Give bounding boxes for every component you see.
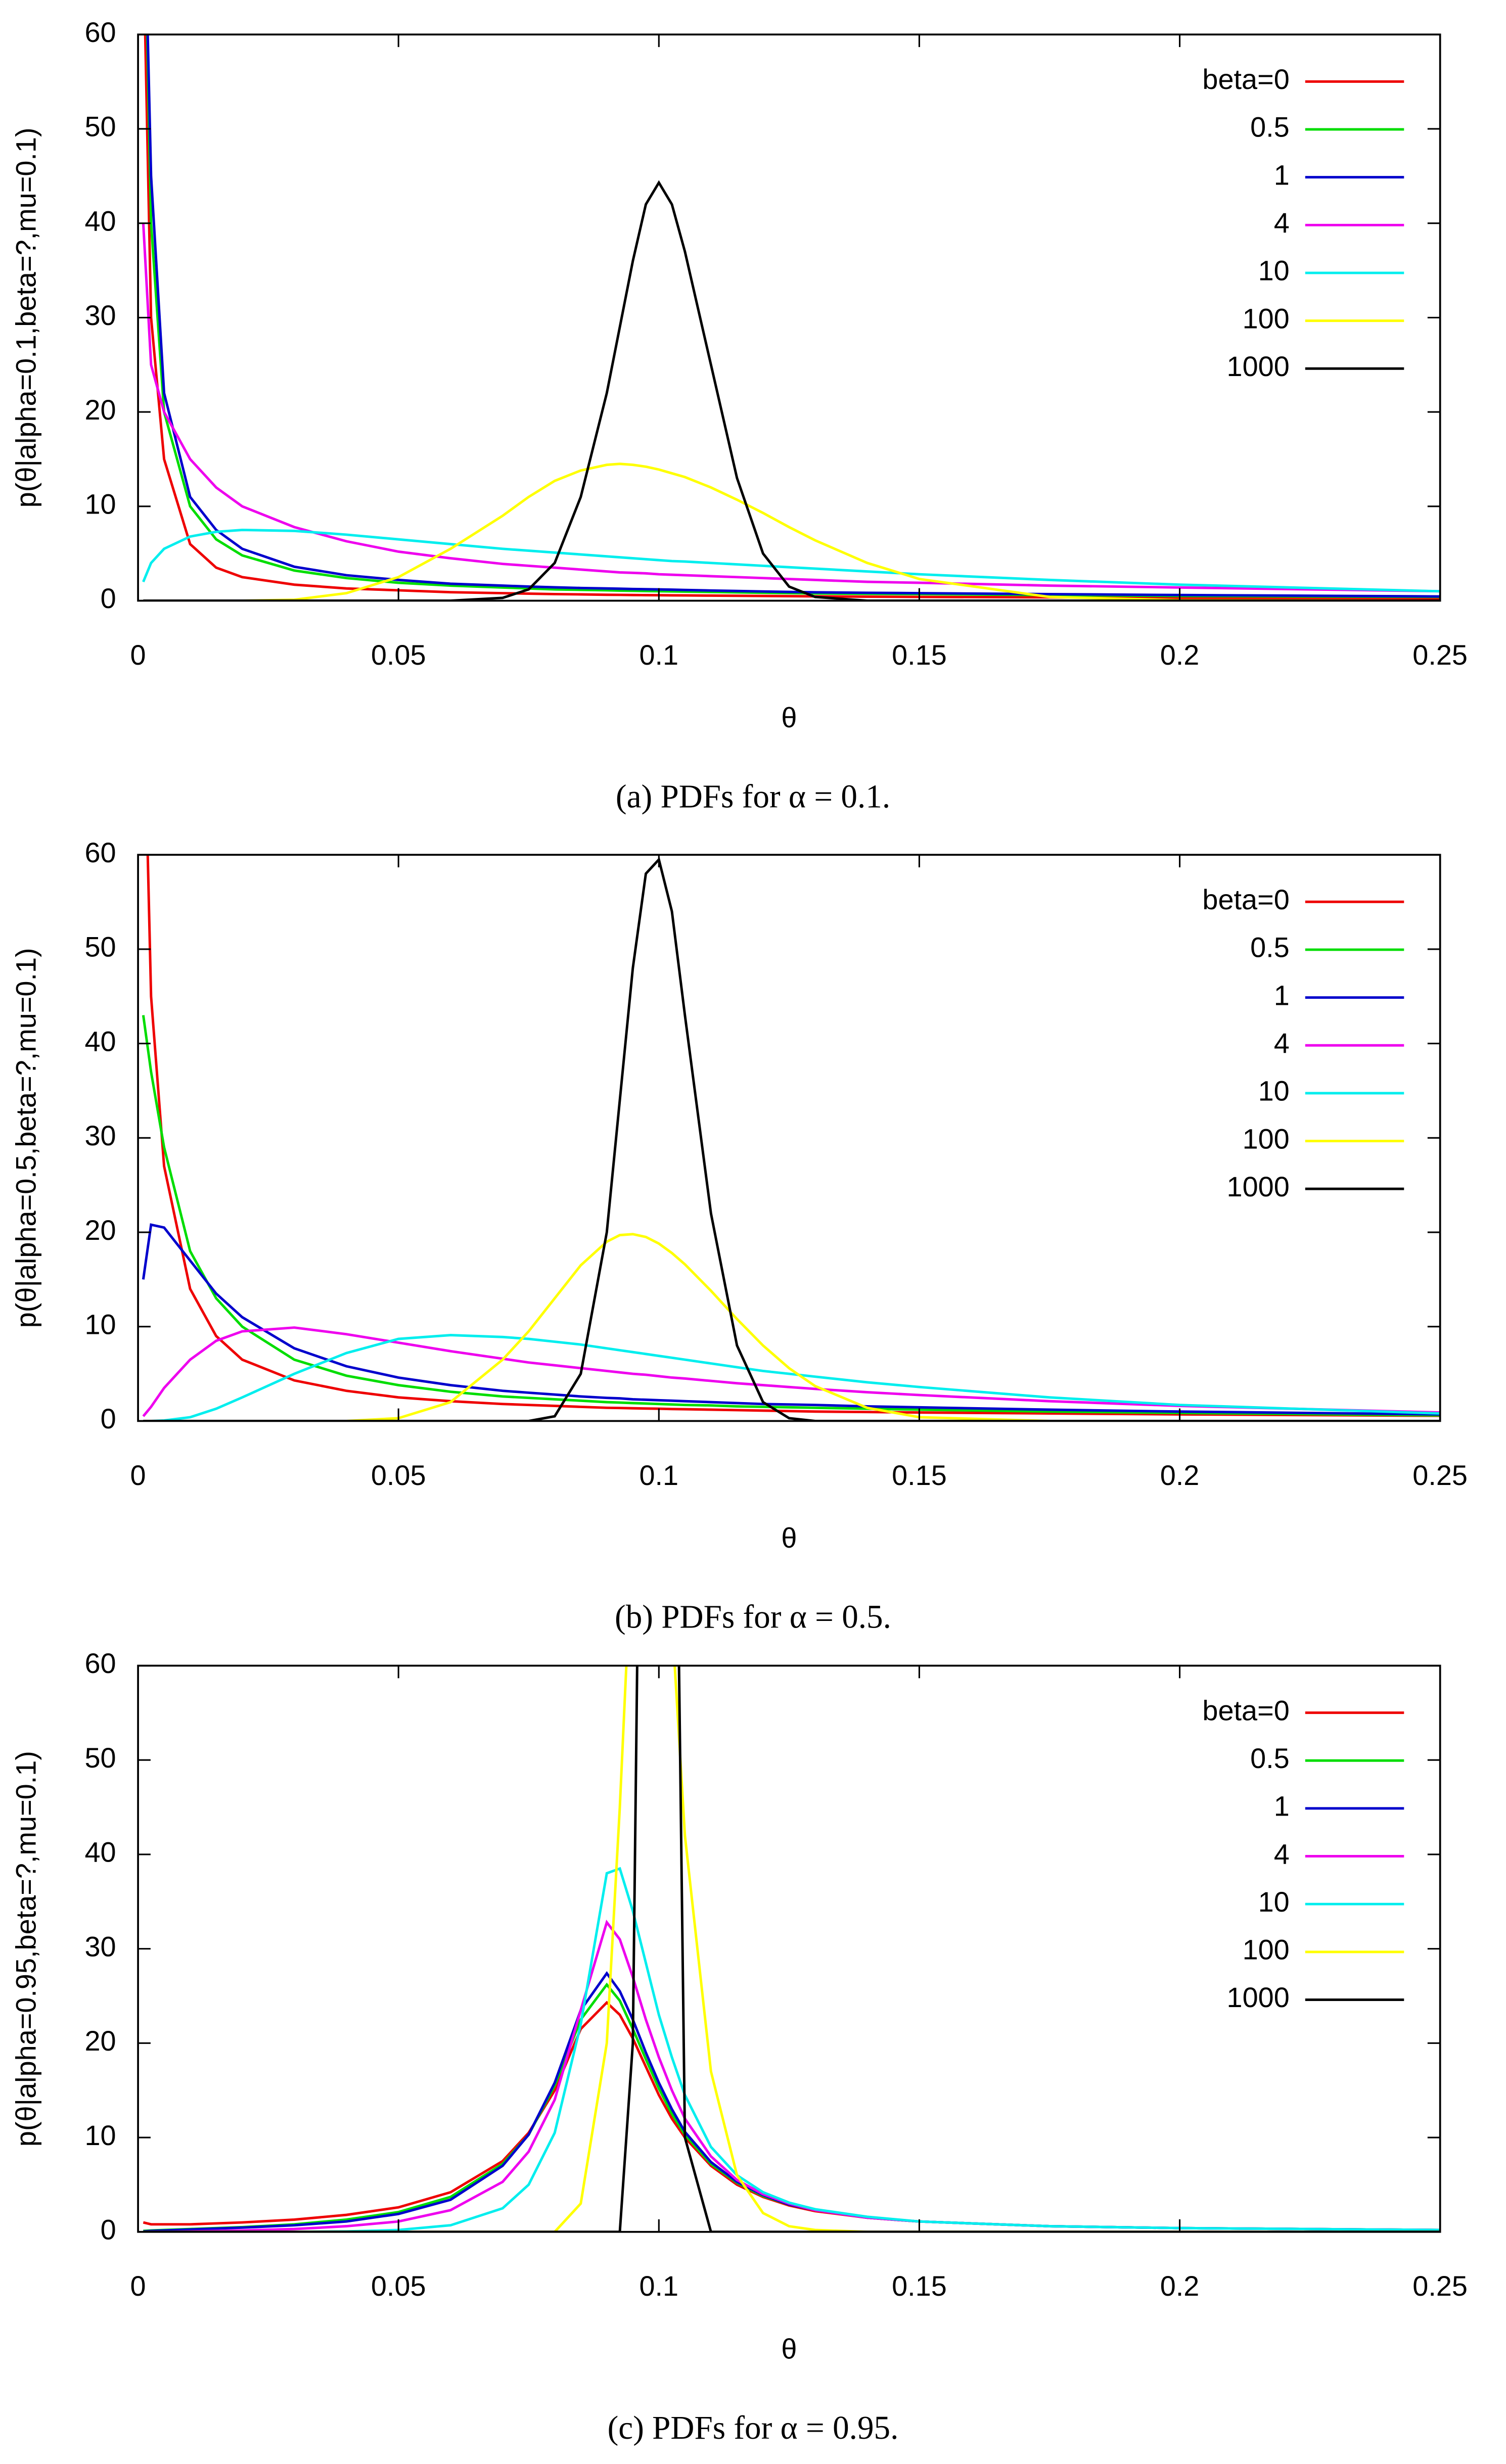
y-tick-label: 20 (85, 2025, 116, 2057)
series-line (142, 1223, 1440, 1416)
series-line (142, 528, 1440, 593)
legend-label: 10 (1258, 255, 1290, 287)
y-tick-label: 0 (101, 2213, 116, 2245)
x-tick-label: 0.05 (371, 639, 426, 671)
x-tick-label: 0.1 (639, 2270, 678, 2302)
x-tick-label: 0.2 (1160, 1459, 1200, 1491)
y-tick-label: 40 (85, 1836, 116, 1868)
series-line (143, 857, 1440, 1421)
legend-label: beta=0 (1202, 884, 1289, 915)
y-tick-label: 0 (101, 582, 116, 614)
legend-label: 4 (1274, 1838, 1290, 1870)
x-tick-label: 0 (130, 1459, 146, 1491)
chart: 0 0.05 0.1 0.15 0.2 0.25 0 10 20 30 40 50 60 θ p(θ|alp… (10, 836, 1468, 1636)
y-tick-label: 20 (85, 394, 116, 426)
x-tick-label: 0.05 (371, 2270, 426, 2302)
legend-label: 100 (1243, 302, 1290, 334)
y-tick-label: 50 (85, 111, 116, 143)
x-axis-title: θ (781, 702, 797, 733)
x-tick-label: 0 (130, 639, 146, 671)
x-tick-label: 0.1 (639, 639, 678, 671)
caption: (a) PDFs for α = 0.1. (616, 779, 890, 815)
x-axis-title: θ (781, 1522, 797, 1554)
chart: 0 0.05 0.1 0.15 0.2 0.25 0 10 20 30 40 50 60 θ p(θ|alp… (10, 1647, 1468, 2446)
x-axis-title: θ (781, 2333, 797, 2364)
legend-label: 0.5 (1250, 111, 1290, 143)
x-tick-label: 0.25 (1412, 2270, 1468, 2302)
series-line (143, 1919, 1440, 2232)
x-tick-label: 0 (130, 2270, 146, 2302)
legend-label: 0.5 (1250, 1742, 1290, 1774)
x-tick-label: 0.2 (1160, 639, 1200, 671)
legend-label: 1 (1274, 159, 1290, 191)
legend-label: 100 (1243, 1123, 1290, 1154)
legend-label: 10 (1258, 1075, 1290, 1107)
legend-label: 1000 (1227, 350, 1290, 382)
y-tick-label: 60 (85, 836, 116, 868)
series-line (143, 462, 1440, 601)
legend-label: beta=0 (1202, 1694, 1289, 1726)
legend-label: 4 (1274, 207, 1290, 239)
chart: 0 0.05 0.1 0.15 0.2 0.25 0 10 20 30 40 50 60 θ p(θ|alp… (10, 16, 1468, 815)
legend-label: beta=0 (1202, 63, 1289, 95)
y-tick-label: 20 (85, 1214, 116, 1246)
lines (142, 855, 1440, 1421)
caption: (c) PDFs for α = 0.95. (608, 2410, 899, 2446)
legend-label: 10 (1258, 1886, 1290, 1918)
x-tick-label: 0.05 (371, 1459, 426, 1491)
y-tick-label: 10 (85, 488, 116, 520)
y-tick-label: 0 (101, 1403, 116, 1434)
y-tick-label: 30 (85, 1930, 116, 1962)
x-tick-label: 0.15 (892, 2270, 947, 2302)
legend-label: 1 (1274, 979, 1290, 1011)
y-axis-title: p(θ|alpha=0.5,beta=?,mu=0.1) (10, 948, 42, 1328)
y-tick-label: 10 (85, 1308, 116, 1340)
x-tick-label: 0.25 (1412, 639, 1468, 671)
legend-label: 100 (1243, 1934, 1290, 1966)
series-line (143, 1982, 1440, 2232)
y-tick-label: 60 (85, 16, 116, 48)
series-line (146, 855, 1440, 1417)
series-line (143, 180, 1440, 601)
legend-label: 1000 (1227, 1171, 1290, 1202)
series-line (143, 1867, 1440, 2232)
series-line (143, 1665, 1440, 2232)
series-line (142, 223, 1440, 593)
y-tick-label: 10 (85, 2119, 116, 2151)
series-line (146, 34, 1440, 598)
x-tick-label: 0.15 (892, 639, 947, 671)
y-tick-label: 60 (85, 1647, 116, 1679)
x-tick-label: 0.25 (1412, 1459, 1468, 1491)
x-tick-label: 0.2 (1160, 2270, 1200, 2302)
y-axis-title: p(θ|alpha=0.95,beta=?,mu=0.1) (10, 1751, 42, 2147)
y-tick-label: 30 (85, 299, 116, 331)
legend-label: 1000 (1227, 1981, 1290, 2013)
y-tick-label: 50 (85, 931, 116, 963)
legend-label: 4 (1274, 1027, 1290, 1059)
y-tick-label: 50 (85, 1742, 116, 1774)
series-line (142, 1326, 1440, 1417)
lines (142, 34, 1440, 601)
series-line (143, 2001, 1440, 2231)
lines (143, 1665, 1440, 2232)
y-tick-label: 40 (85, 1025, 116, 1057)
series-line (143, 1334, 1440, 1421)
series-line (143, 1233, 1440, 1421)
x-tick-label: 0.15 (892, 1459, 947, 1491)
legend-label: 0.5 (1250, 932, 1290, 963)
caption: (b) PDFs for α = 0.5. (615, 1599, 891, 1635)
y-axis-title: p(θ|alpha=0.1,beta=?,mu=0.1) (10, 127, 42, 507)
x-tick-label: 0.1 (639, 1459, 678, 1491)
y-tick-label: 40 (85, 205, 116, 237)
y-tick-label: 30 (85, 1120, 116, 1151)
series-line (142, 1015, 1440, 1417)
legend-label: 1 (1274, 1790, 1290, 1822)
